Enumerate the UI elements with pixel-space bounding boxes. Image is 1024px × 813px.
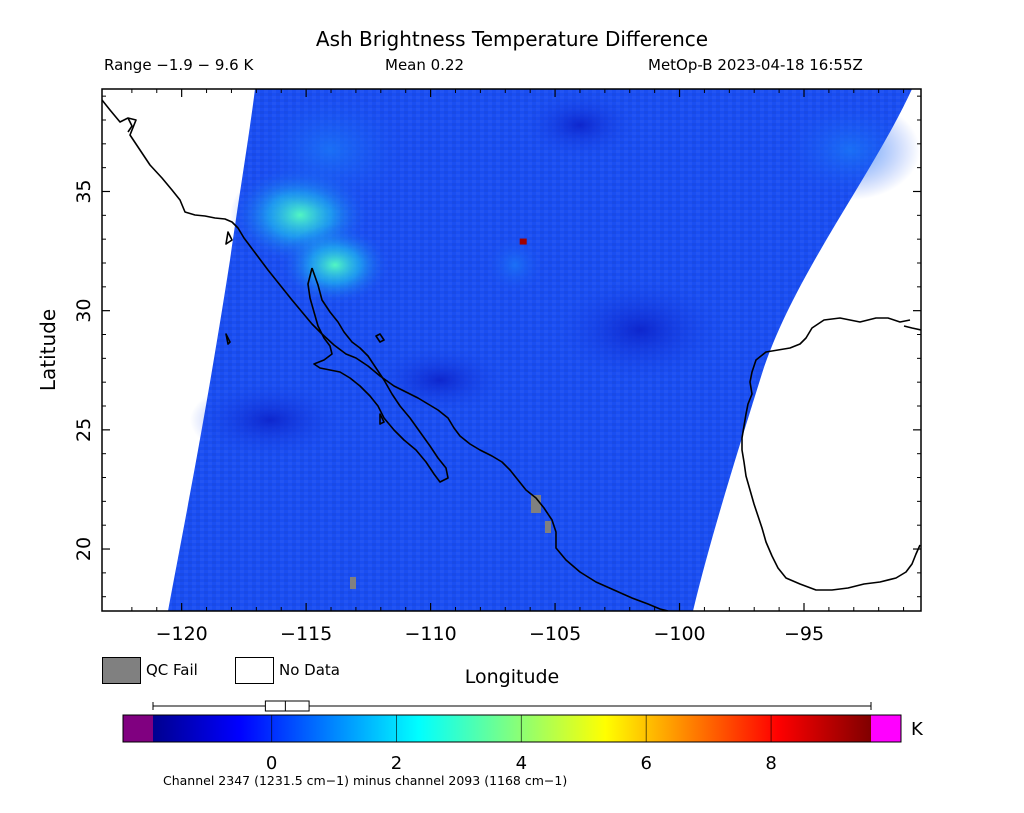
lat-tick-label: 30 (73, 299, 95, 323)
colorbar-frame (122, 714, 902, 743)
no-data-label: No Data (279, 661, 340, 679)
mean-text: Mean 0.22 (385, 56, 465, 74)
colorbar-tick-label: 0 (266, 753, 277, 774)
lat-tick-label: 35 (73, 179, 95, 203)
lon-tick-label: −95 (784, 623, 824, 645)
colorbar-tick-label: 8 (765, 753, 776, 774)
colorbar-tick-label: 6 (641, 753, 652, 774)
swath-texture (168, 89, 920, 611)
lat-ticks: 35 30 25 20 (73, 95, 921, 598)
colorbar-ticks: 0 2 4 6 8 (122, 714, 902, 774)
range-text: Range −1.9 − 9.6 K (104, 56, 254, 74)
plot-frame (101, 88, 922, 612)
lon-ticks: −120 −115 −110 −105 −100 −95 (131, 89, 905, 645)
lon-tick-label: −105 (529, 623, 581, 645)
no-data-swatch (235, 657, 274, 684)
y-axis-label: Latitude (36, 308, 60, 392)
colorbar-gradient (153, 715, 871, 742)
qc-fail-pixels (350, 495, 551, 589)
chart-title: Ash Brightness Temperature Difference (315, 27, 709, 51)
lon-tick-label: −120 (156, 623, 208, 645)
coastlines (102, 99, 921, 611)
lon-tick-label: −100 (653, 623, 705, 645)
channel-footnote: Channel 2347 (1231.5 cm−1) minus channel… (163, 773, 568, 788)
qc-fail-label: QC Fail (146, 661, 198, 679)
colorbar-under-swatch (123, 715, 153, 742)
lon-tick-label: −110 (405, 623, 457, 645)
qc-fail-swatch (102, 657, 141, 684)
boxplot-box (264, 700, 310, 712)
colorbar-boxplot (152, 700, 872, 712)
hotspot-pixel (519, 238, 527, 245)
colorbar-tick-label: 4 (516, 753, 527, 774)
colorbar-tick-label: 2 (391, 753, 402, 774)
lon-tick-label: −115 (280, 623, 332, 645)
satellite-time-text: MetOp-B 2023-04-18 16:55Z (648, 56, 863, 74)
colorbar-unit: K (911, 719, 923, 740)
colorbar-over-swatch (871, 715, 901, 742)
lat-tick-label: 25 (73, 418, 95, 442)
lat-tick-label: 20 (73, 537, 95, 561)
x-axis-label: Longitude (464, 666, 560, 688)
